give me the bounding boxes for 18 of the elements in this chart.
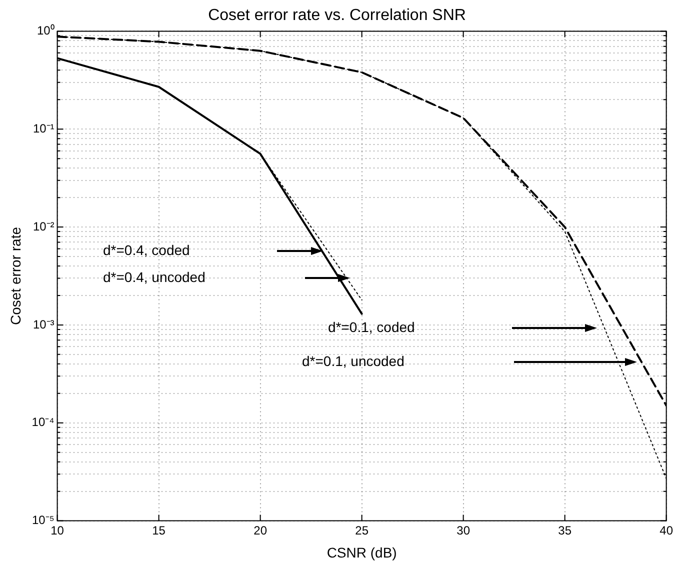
y-tick-label: 10⁻³ (32, 317, 54, 332)
annotation: d*=0.1, uncoded (302, 352, 404, 369)
x-tick-label: 25 (355, 523, 369, 538)
chart-title: Coset error rate vs. Correlation SNR (208, 7, 466, 24)
x-tick-label: 15 (152, 523, 166, 538)
x-tick-label: 30 (456, 523, 470, 538)
annotation: d*=0.1, coded (328, 318, 415, 335)
y-axis-title: Coset error rate (7, 226, 24, 326)
x-tick-label: 20 (254, 523, 268, 538)
x-tick-label: 40 (660, 523, 674, 538)
x-axis-title: CSNR (dB) (326, 544, 397, 560)
y-tick-label: 10⁻¹ (32, 121, 54, 136)
y-tick-label: 10⁻² (32, 219, 54, 234)
annotation: d*=0.4, coded (103, 242, 190, 258)
x-tick-label: 35 (558, 523, 572, 538)
y-tick-label: 10⁻⁴ (32, 415, 54, 430)
y-tick-label: 10⁰ (36, 24, 54, 38)
annotation: d*=0.4, uncoded (103, 268, 206, 285)
